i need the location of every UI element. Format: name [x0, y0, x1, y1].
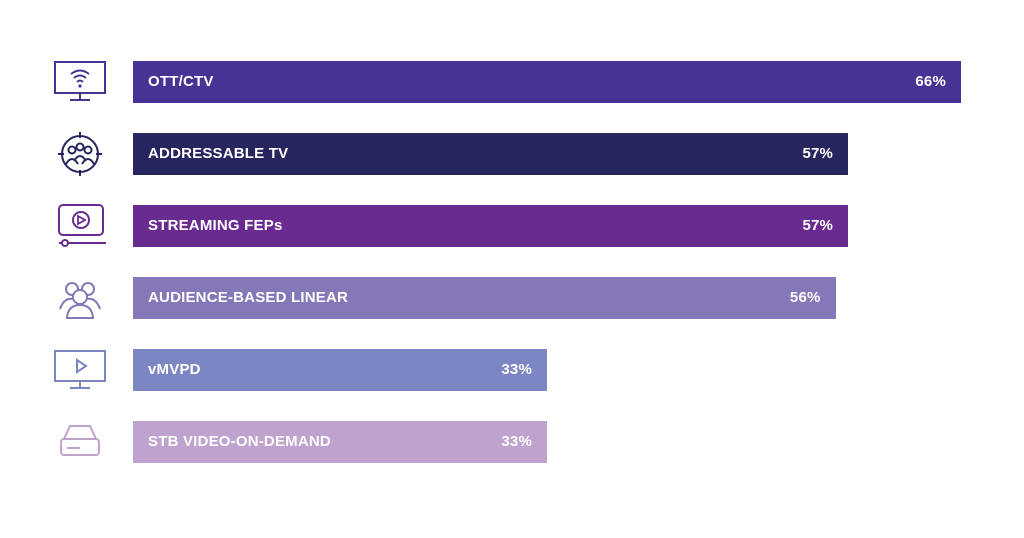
bar: ADDRESSABLE TV 57% — [133, 133, 849, 175]
bar-label: AUDIENCE-BASED LINEAR — [148, 289, 349, 306]
bar-label: vMVPD — [148, 361, 201, 378]
bar-label: STREAMING FEPs — [148, 217, 283, 234]
tv-play-icon — [50, 345, 110, 395]
bar-row: ADDRESSABLE TV 57% — [0, 132, 1024, 176]
audience-target-icon — [50, 129, 110, 179]
set-top-box-icon — [50, 417, 110, 467]
bar: AUDIENCE-BASED LINEAR 56% — [133, 277, 836, 319]
bar: STB VIDEO-ON-DEMAND 33% — [133, 421, 547, 463]
bar-value-label: 33% — [501, 433, 532, 450]
bar-value-label: 56% — [789, 289, 821, 306]
bar: STREAMING FEPs 57% — [133, 205, 849, 247]
bar: OTT/CTV 66% — [133, 61, 961, 103]
bar-label: OTT/CTV — [148, 73, 214, 90]
bar-row: vMVPD 33% — [0, 349, 1024, 391]
bar-row: AUDIENCE-BASED LINEAR 56% — [0, 277, 1024, 319]
bar-value-label: 33% — [501, 361, 532, 378]
bar-row: OTT/CTV 66% — [0, 61, 1024, 103]
bar-value-label: 57% — [802, 217, 834, 234]
bar-row: STREAMING FEPs 57% — [0, 204, 1024, 247]
bar-label: ADDRESSABLE TV — [148, 145, 289, 162]
audience-group-icon — [50, 273, 110, 323]
bar-row: STB VIDEO-ON-DEMAND 33% — [0, 421, 1024, 463]
bar-value-label: 57% — [802, 145, 834, 162]
bar-value-label: 66% — [915, 73, 946, 90]
bar: vMVPD 33% — [133, 349, 547, 391]
bar-label: STB VIDEO-ON-DEMAND — [148, 433, 331, 450]
video-player-icon — [50, 201, 110, 251]
wifi-tv-icon — [50, 57, 110, 107]
